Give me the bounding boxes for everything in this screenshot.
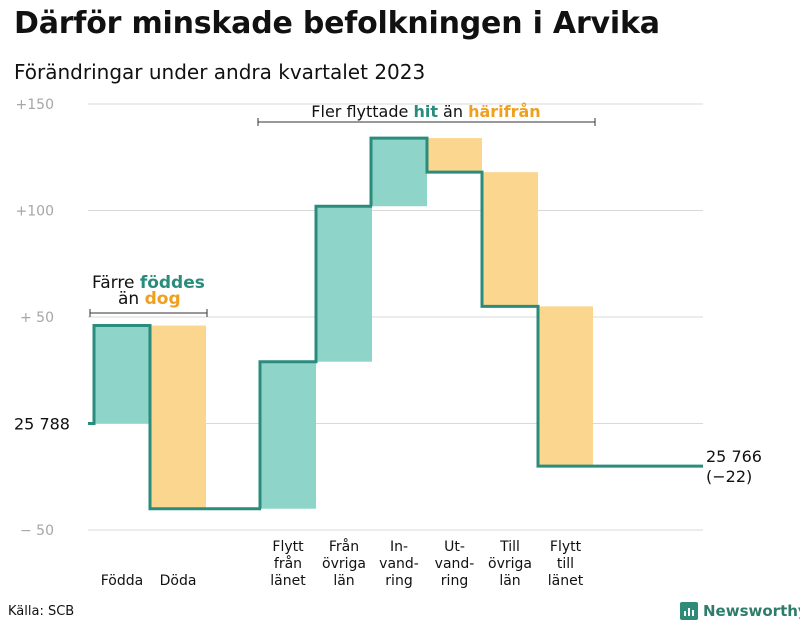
x-tick-label: övriga: [322, 556, 366, 572]
chart-subtitle: Förändringar under andra kvartalet 2023: [14, 60, 426, 84]
x-tick-label: Flytt: [272, 539, 304, 555]
step-line: [88, 136, 703, 511]
newsworthy-logo-icon: [680, 602, 698, 620]
annotation-text: än: [118, 289, 145, 309]
y-tick-label: + 50: [20, 310, 54, 326]
annotation-highlight-teal: hit: [413, 102, 438, 121]
annotation-text: Fler flyttade: [311, 102, 413, 121]
x-tick-label: län: [333, 573, 354, 589]
bar-increase: [371, 138, 427, 207]
x-tick-label: Födda: [101, 573, 143, 589]
annotation-highlight-orange: dog: [145, 289, 181, 309]
annotation-text: än: [438, 102, 468, 121]
end-change-label: (−22): [706, 467, 752, 486]
bar-decrease: [538, 306, 593, 467]
bar-increase: [94, 325, 150, 424]
chart-title: Därför minskade befolkningen i Arvika: [14, 6, 660, 41]
annotation-highlight-teal: föddes: [140, 273, 205, 293]
bar-decrease: [150, 325, 206, 509]
start-value-label: 25 788: [14, 415, 70, 434]
x-tick-label: In-: [390, 539, 408, 555]
x-tick-label: vand-: [379, 556, 419, 572]
x-tick-label: län: [499, 573, 520, 589]
y-tick-label: +150: [16, 97, 54, 113]
x-tick-label: Till: [499, 539, 520, 555]
moves-annotation: Fler flyttade hit än härifrån: [311, 102, 540, 121]
annotation-text: Färre: [92, 273, 140, 293]
bar-decrease: [482, 172, 538, 307]
bar-decrease: [427, 138, 482, 173]
x-labels-group: Födda DödaFlyttfrånlänetFrånövrigalänIn-v…: [101, 538, 584, 589]
x-tick-label: övriga: [488, 556, 532, 572]
source-note: Källa: SCB: [8, 604, 75, 619]
x-tick-label: ring: [385, 573, 412, 589]
brand-name: Newsworthy: [703, 602, 800, 620]
x-tick-label: länet: [270, 573, 306, 589]
y-tick-label: +100: [16, 204, 54, 220]
x-tick-label: ring: [441, 573, 468, 589]
brand-logo: Newsworthy: [680, 602, 800, 620]
y-tick-label: − 50: [20, 523, 54, 539]
x-tick-label: Döda: [160, 573, 197, 589]
end-value-label: 25 766: [706, 447, 762, 466]
x-tick-label: till: [557, 556, 574, 572]
bar-increase: [316, 206, 372, 362]
births-annotation-line1: Färre föddes: [92, 273, 205, 293]
x-tick-label: länet: [548, 573, 584, 589]
x-tick-label: vand-: [435, 556, 475, 572]
x-tick-label: Flytt: [550, 539, 582, 555]
births-annotation-line2: än dog: [118, 289, 181, 309]
x-tick-label: Ut-: [444, 539, 465, 555]
x-tick-label: Från: [329, 538, 359, 555]
annotation-highlight-orange: härifrån: [468, 102, 541, 121]
x-tick-label: från: [274, 555, 302, 572]
bars-group: [94, 138, 593, 509]
bar-increase: [260, 361, 316, 509]
